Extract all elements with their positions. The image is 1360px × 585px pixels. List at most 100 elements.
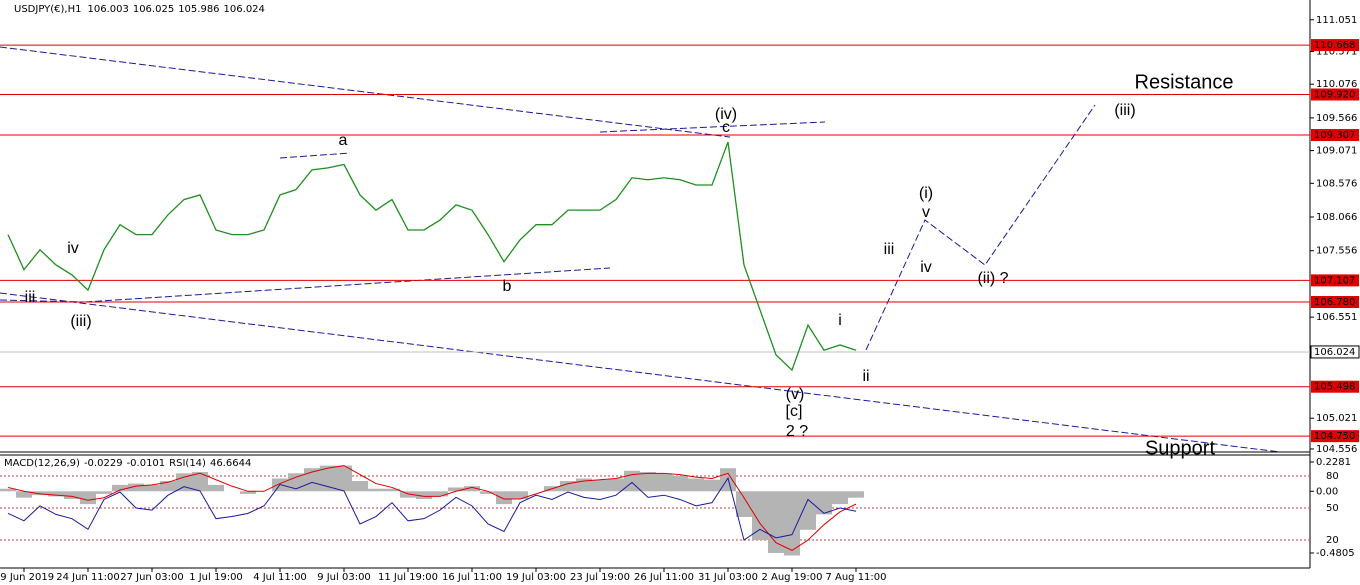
macd-bar [320, 465, 336, 492]
ohlc-high: 106.025 [133, 4, 174, 15]
current-price-box [1310, 345, 1360, 359]
x-tick-label: 9 Jul 03:00 [317, 572, 371, 583]
x-tick-label: 11 Jul 19:00 [378, 572, 438, 583]
y-tick-label: 109.566 [1316, 113, 1357, 124]
wave-label: Support [1145, 437, 1215, 459]
ohlc-low: 105.986 [178, 4, 219, 15]
macd-bar [352, 481, 368, 492]
macd-bar [144, 484, 160, 492]
level-label: 107.107 [1314, 275, 1355, 286]
wave-label: b [503, 278, 512, 295]
level-label: 106.780 [1314, 297, 1355, 308]
macd-bar [800, 491, 816, 530]
signal-value: -0.0101 [127, 458, 166, 469]
macd-bar [768, 491, 784, 553]
rsi-value: 46.6644 [210, 458, 251, 469]
y2-tick-label: 80 [1326, 471, 1339, 482]
macd-bar [656, 473, 672, 492]
wave-label: 2 ? [786, 423, 808, 440]
y-tick-label: 110.571 [1316, 46, 1357, 57]
x-tick-label: 4 Jul 11:00 [253, 572, 307, 583]
x-tick-label: 16 Jul 11:00 [442, 572, 502, 583]
chart-header: USDJPY(€),H1 106.003 106.025 105.986 106.024 [14, 4, 265, 15]
macd-bar [112, 484, 128, 492]
macd-bar [592, 479, 608, 492]
macd-bar [0, 488, 16, 492]
macd-bar [96, 491, 112, 494]
y-tick-label: 108.576 [1316, 178, 1357, 189]
x-tick-label: 26 Jul 11:00 [634, 572, 694, 583]
macd-bar [704, 479, 720, 492]
level-label: 109.307 [1314, 130, 1355, 141]
wave-label: [c] [786, 403, 803, 420]
macd-bar [16, 491, 32, 498]
level-label-box [1311, 295, 1359, 308]
wave-label: Resistance [1135, 71, 1234, 93]
level-label: 109.920 [1314, 89, 1355, 100]
y2-tick-label: 20 [1326, 535, 1339, 546]
level-label: 110.668 [1314, 40, 1355, 51]
x-tick-label: 19 Jun 2019 [0, 572, 54, 583]
level-label: 105.498 [1314, 382, 1355, 393]
macd-bar [416, 491, 432, 499]
macd-bar [304, 468, 320, 492]
macd-bar [48, 491, 64, 497]
macd-bar [784, 491, 800, 556]
macd-bar [512, 491, 528, 499]
price-line [7, 141, 857, 372]
y-tick-label: 105.021 [1316, 413, 1357, 424]
y-tick-label: 108.066 [1316, 212, 1357, 223]
x-tick-label: 7 Aug 11:00 [825, 572, 886, 583]
ohlc-close: 106.024 [224, 4, 265, 15]
x-tick-label: 27 Jun 03:00 [120, 572, 184, 583]
x-tick-label: 31 Jul 03:00 [698, 572, 758, 583]
wave-label: iii [884, 241, 895, 258]
y-tick-label: 107.556 [1316, 246, 1357, 257]
macd-value: -0.0229 [84, 458, 123, 469]
macd-bar [848, 491, 864, 498]
wave-label: iii [25, 289, 36, 306]
macd-bar [208, 484, 224, 492]
macd-bar [128, 483, 144, 492]
macd-bar [640, 472, 656, 492]
y-tick-label: 104.556 [1316, 444, 1357, 455]
macd-bar [736, 491, 752, 517]
macd-bar [336, 465, 352, 492]
y2-tick-label: 50 [1326, 503, 1339, 514]
wave-label: (v) [786, 386, 805, 403]
wave-label: (i) [919, 185, 933, 202]
wave-label: iv [67, 240, 79, 257]
macd-bar [240, 491, 256, 494]
wave-label: (ii) ? [977, 270, 1008, 287]
macd-name: MACD(12,26,9) [4, 458, 80, 469]
x-tick-label: 23 Jul 19:00 [570, 572, 630, 583]
level-label-box [1311, 39, 1359, 52]
current-price-label: 106.024 [1314, 347, 1355, 358]
macd-bar [480, 491, 496, 494]
macd-bar [400, 491, 416, 498]
macd-bar [496, 491, 512, 505]
macd-bar [672, 475, 688, 492]
macd-bar [816, 491, 832, 515]
macd-bar [384, 488, 400, 492]
y-tick-label: 106.551 [1316, 312, 1357, 323]
wave-label: (iii) [1114, 102, 1135, 119]
macd-bar [448, 487, 464, 492]
macd-bar [368, 488, 384, 492]
wave-label: (iv) [715, 106, 737, 123]
y-tick-label: 109.071 [1316, 146, 1357, 157]
level-label: 104.750 [1314, 431, 1355, 442]
level-label-box [1311, 88, 1359, 101]
macd-bar [32, 491, 48, 496]
level-label-box [1311, 274, 1359, 287]
rsi-name: RSI(14) [169, 458, 206, 469]
x-tick-label: 2 Aug 19:00 [761, 572, 822, 583]
y-tick-label: 111.051 [1316, 15, 1357, 26]
wave-label: v [922, 204, 930, 221]
macd-bar [688, 478, 704, 492]
indicator-header: MACD(12,26,9) -0.0229 -0.0101 RSI(14) 46.664… [4, 458, 251, 469]
macd-bar [432, 491, 448, 497]
y-tick-label: 110.076 [1316, 79, 1357, 90]
signal-line [7, 465, 857, 551]
